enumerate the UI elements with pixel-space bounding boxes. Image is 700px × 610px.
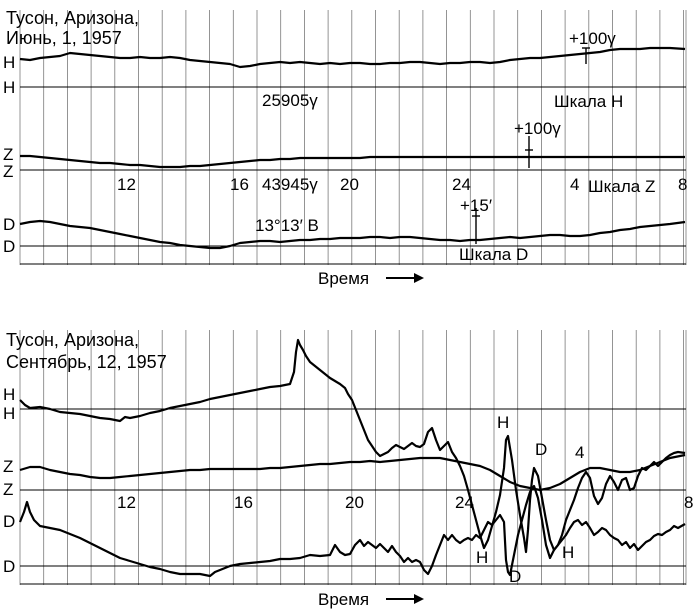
panel1-label-h-upper: H	[3, 53, 15, 72]
panel2-tick-20: 20	[345, 493, 364, 512]
panel2-label-d-lower: D	[3, 557, 15, 576]
panel2-h-trace	[19, 338, 686, 554]
panel2-trace-label-h-left: H	[476, 548, 488, 567]
panel2-trace-label-4: 4	[575, 443, 584, 462]
panel2-trace-label-d-top: D	[535, 440, 547, 459]
panel2-title-line1: Тусон, Аризона,	[6, 330, 139, 350]
panel1-d-value: 13°13′ В	[255, 216, 319, 235]
panel1-tick-12: 12	[117, 175, 136, 194]
panel1-scale-d-bar	[472, 208, 480, 244]
panel1-tick-20: 20	[340, 175, 359, 194]
panel2-tick-16: 16	[234, 493, 253, 512]
panel2-title-line2: Сентябрь, 12, 1957	[6, 352, 167, 372]
panel1-scale-d-mark: +15′	[460, 196, 492, 215]
panel1-label-d-upper: D	[3, 215, 15, 234]
panel2-tick-24: 24	[455, 493, 474, 512]
panel1-grid	[19, 10, 687, 265]
panel1-scale-z-label: Шкала Z	[588, 177, 655, 196]
panel2-trace-label-d-bottom: D	[509, 567, 521, 586]
panel1-tick-16: 16	[230, 175, 249, 194]
panel1-scale-d-label: Шкала D	[459, 245, 528, 264]
panel2-time-label: Время	[318, 590, 369, 609]
panel1-d-trace	[19, 219, 686, 250]
panel1-tick-24: 24	[452, 175, 471, 194]
panel1-tick-8: 8	[678, 175, 687, 194]
panel2-label-d-upper: D	[3, 512, 15, 531]
panel1-time-arrow	[386, 273, 424, 283]
panel1-h-trace	[19, 46, 686, 69]
panel2-tick-12: 12	[117, 493, 136, 512]
panel1-scale-z-mark: +100γ	[514, 119, 561, 138]
panel1-z-trace	[20, 154, 685, 169]
panel1-scale-z-bar	[525, 136, 533, 168]
panel2-d-trace	[18, 484, 686, 578]
panel1-tick-4: 4	[570, 175, 579, 194]
panel1-time-label: Время	[318, 269, 369, 288]
panel1-label-z-lower: Z	[3, 162, 13, 181]
panel1-label-d-lower: D	[3, 237, 15, 256]
panel1-scale-h-bar	[582, 47, 590, 64]
panel2-trace-label-h-right: H	[562, 543, 574, 562]
panel2-grid	[19, 330, 687, 585]
panel1-label-h-lower: H	[3, 78, 15, 97]
panel2-trace-label-h-top: H	[497, 413, 509, 432]
panel1-h-value: 25905γ	[262, 91, 318, 110]
panel2-label-h-lower: H	[3, 404, 15, 423]
panel1-label-z-upper: Z	[3, 145, 13, 164]
panel2-label-z-lower: Z	[3, 480, 13, 499]
panel2-label-h-upper: H	[3, 385, 15, 404]
panel1-title-line2: Июнь, 1, 1957	[6, 28, 122, 48]
panel2-tick-8: 8	[684, 493, 693, 512]
panel2-label-z-upper: Z	[3, 457, 13, 476]
panel1-scale-h-label: Шкала H	[554, 92, 623, 111]
panel1-title-line1: Тусон, Аризона,	[6, 8, 139, 28]
panel1-z-value: 43945γ	[262, 175, 318, 194]
panel1-scale-h-mark: +100γ	[569, 29, 616, 48]
panel2-z-trace	[19, 453, 686, 492]
panel2-time-arrow	[386, 594, 424, 604]
